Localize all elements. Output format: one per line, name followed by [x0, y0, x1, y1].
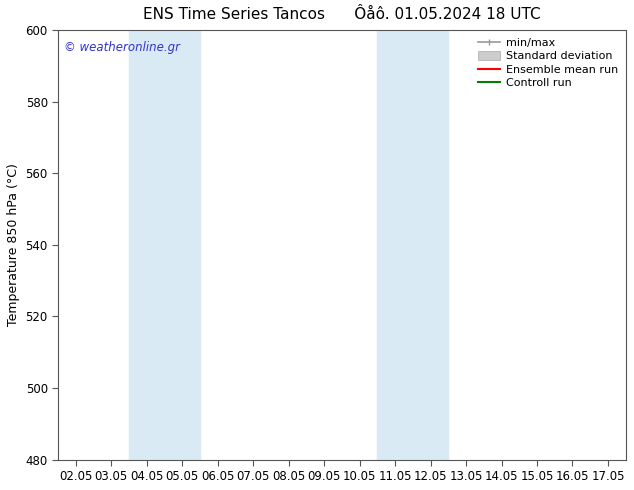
Legend: min/max, Standard deviation, Ensemble mean run, Controll run: min/max, Standard deviation, Ensemble me… [474, 33, 623, 93]
Y-axis label: Temperature 850 hPa (°C): Temperature 850 hPa (°C) [7, 163, 20, 326]
Bar [129, 30, 200, 460]
Title: ENS Time Series Tancos      Ôåô. 01.05.2024 18 UTC: ENS Time Series Tancos Ôåô. 01.05.2024 1… [143, 7, 541, 22]
Text: © weatheronline.gr: © weatheronline.gr [64, 41, 180, 54]
Bar [377, 30, 448, 460]
